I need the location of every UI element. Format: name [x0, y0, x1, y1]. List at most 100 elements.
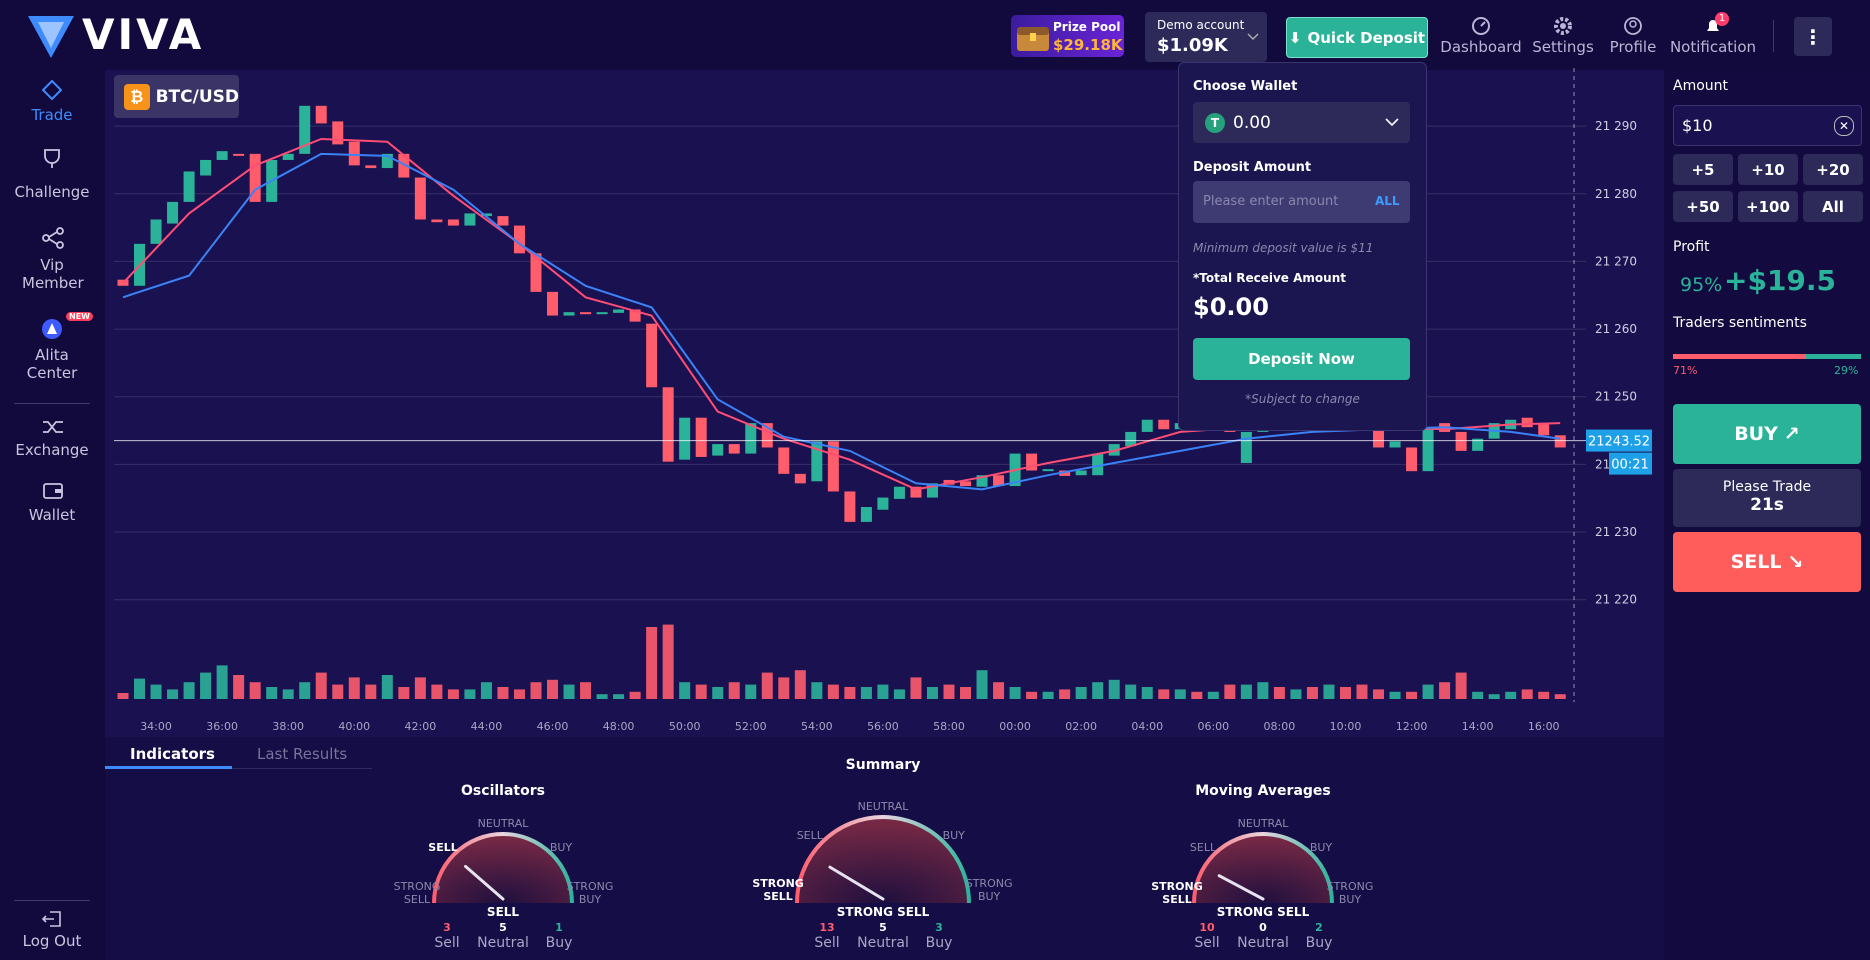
gauge-label: NEUTRAL — [1237, 817, 1289, 830]
prize-pool[interactable]: Prize Pool $29.18K — [1011, 15, 1124, 57]
account-label: Demo account — [1157, 18, 1245, 32]
quick-amount[interactable]: +10 — [1738, 154, 1798, 185]
gauge-label: NEUTRAL — [857, 799, 909, 813]
candle — [563, 312, 575, 316]
vip-icon — [42, 227, 64, 249]
volume-bar — [1075, 687, 1087, 699]
candle — [1406, 447, 1418, 472]
prize-label: Prize Pool — [1053, 20, 1121, 34]
sentiment-bar — [1673, 354, 1861, 359]
menu-button[interactable]: ⋮ — [1794, 17, 1832, 56]
quick-amount[interactable]: +5 — [1673, 154, 1733, 185]
volume-bar — [1356, 684, 1368, 699]
volume-bar — [249, 682, 261, 699]
amount-input[interactable]: Please enter amount ALL — [1193, 181, 1410, 223]
quick-amount[interactable]: All — [1803, 191, 1863, 222]
candle — [976, 475, 988, 487]
volume-bar — [1026, 691, 1038, 699]
gauge-count: 3 — [443, 921, 451, 934]
nav-settings[interactable]: Settings — [1532, 38, 1594, 56]
gauge-count-label: Sell — [434, 935, 460, 951]
volume-bar — [348, 677, 360, 699]
nav-logout[interactable]: Log Out — [22, 932, 82, 950]
nav-dashboard[interactable]: Dashboard — [1440, 38, 1522, 56]
candle — [1141, 419, 1153, 432]
candle — [811, 441, 823, 482]
gauge-count: 1 — [555, 921, 563, 934]
volume-bar — [233, 675, 245, 699]
pair-selector[interactable]: ₿ BTC/USD — [114, 75, 239, 118]
candle — [1059, 470, 1071, 476]
volume-bar — [1174, 689, 1186, 699]
candle — [299, 105, 311, 154]
buy-button[interactable]: BUY ↗ — [1673, 404, 1861, 464]
quick-deposit[interactable]: ⬇ Quick Deposit — [1286, 17, 1428, 58]
candle — [646, 323, 658, 388]
volume-bar — [1422, 684, 1434, 699]
nav-notification[interactable]: Notification — [1669, 38, 1757, 56]
nav-profile[interactable]: Profile — [1609, 38, 1657, 56]
amount-field[interactable]: $10 ✕ — [1673, 105, 1862, 146]
volume-bar — [1207, 691, 1219, 699]
gauge-result: SELL — [486, 905, 520, 919]
volume-bar — [1505, 691, 1517, 699]
amount-value: $10 — [1682, 116, 1713, 135]
gauge-count: 2 — [1315, 921, 1323, 934]
volume-bar — [1389, 691, 1401, 699]
deposit-now[interactable]: Deposit Now — [1193, 338, 1410, 380]
quick-amount[interactable]: +20 — [1803, 154, 1863, 185]
volume-bar — [1092, 682, 1104, 699]
buy-arrow: ↗ — [1783, 423, 1800, 445]
gauge-count: 0 — [1259, 921, 1267, 934]
x-tick-label: 04:00 — [1131, 720, 1163, 733]
nav-exchange[interactable]: Exchange — [15, 441, 89, 459]
candle — [1554, 435, 1566, 448]
sell-button[interactable]: SELL ↘ — [1673, 532, 1861, 592]
gauge-count-label: Sell — [1194, 935, 1220, 951]
volume-bar — [1554, 694, 1566, 699]
volume-bar — [745, 684, 757, 699]
x-tick-label: 42:00 — [405, 720, 437, 733]
nav-alita[interactable]: Alita Center — [26, 346, 78, 382]
tab-indicators[interactable]: Indicators — [130, 745, 215, 763]
candle — [513, 225, 525, 254]
sentiment-segment — [1673, 354, 1807, 359]
candle — [1108, 444, 1120, 456]
volume-bar — [1439, 682, 1451, 699]
nav-wallet[interactable]: Wallet — [28, 506, 76, 524]
wallet-select[interactable]: T 0.00 — [1193, 102, 1410, 143]
y-tick-label: 21 250 — [1595, 390, 1637, 404]
nav-vip[interactable]: Vip Member — [22, 256, 84, 292]
candle — [910, 486, 922, 498]
tab-last-results[interactable]: Last Results — [257, 745, 348, 763]
volume-bar — [167, 689, 179, 699]
account-switch[interactable]: Demo account $1.09K — [1145, 12, 1267, 62]
all-button[interactable]: ALL — [1375, 194, 1400, 208]
minimum-note: Minimum deposit value is $11 — [1193, 241, 1374, 255]
volume-bar — [414, 677, 426, 699]
volume-bar — [1339, 687, 1351, 699]
choose-wallet: Choose Wallet — [1193, 79, 1298, 94]
gauge-count: 13 — [819, 921, 835, 934]
candle — [480, 213, 492, 217]
separator — [1773, 20, 1774, 52]
clear-button[interactable]: ✕ — [1834, 116, 1854, 136]
x-tick-label: 00:00 — [999, 720, 1031, 733]
tab-underline — [105, 766, 232, 769]
nav-challenge[interactable]: Challenge — [14, 183, 90, 201]
volume-bar — [134, 678, 146, 699]
candle — [183, 171, 195, 202]
nav-trade[interactable]: Trade — [31, 106, 73, 124]
candle — [794, 473, 806, 484]
volume-bar — [547, 679, 559, 699]
volume-bar — [1455, 672, 1467, 699]
quick-amount[interactable]: +100 — [1738, 191, 1798, 222]
volume-bar — [580, 682, 592, 699]
pair-text: BTC/USD — [155, 86, 239, 107]
candle — [1455, 431, 1467, 451]
quick-amount[interactable]: +50 — [1673, 191, 1733, 222]
x-tick-label: 38:00 — [272, 720, 304, 733]
volume-bar — [1141, 687, 1153, 699]
volume-bar — [464, 689, 476, 699]
gauge-needle — [464, 864, 505, 901]
